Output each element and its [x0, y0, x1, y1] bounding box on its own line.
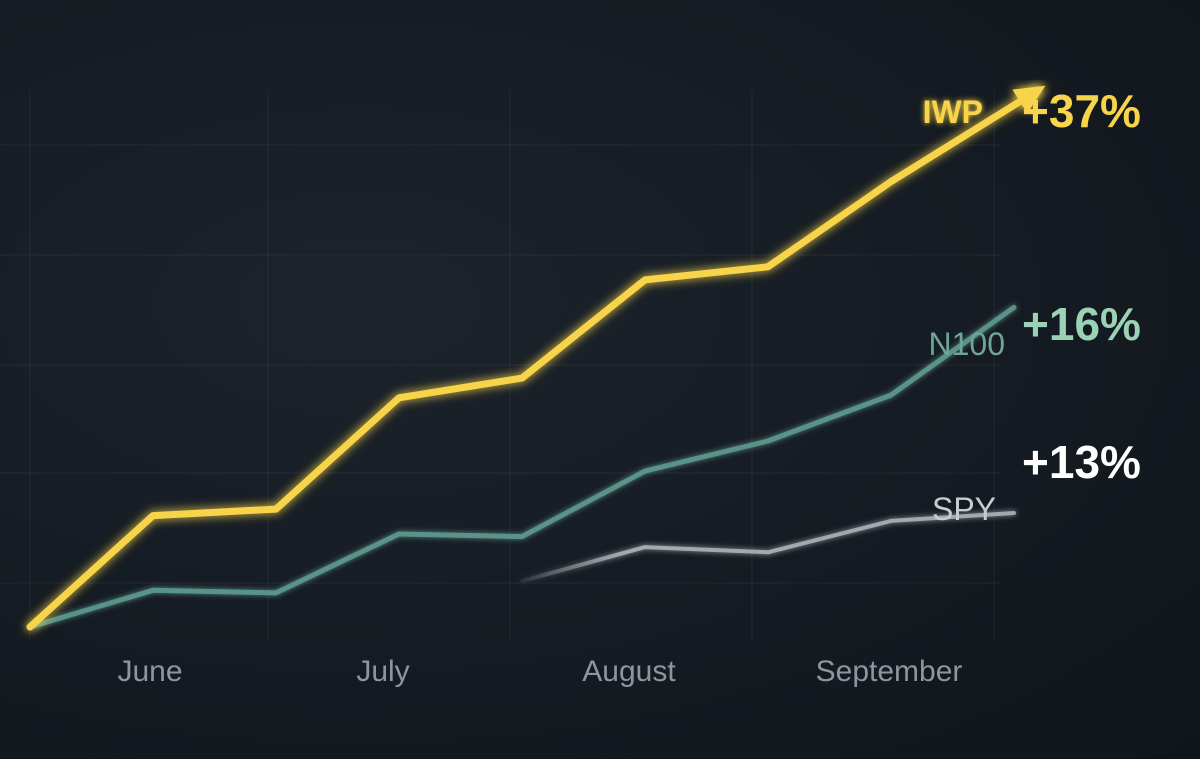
data-point-iwp — [153, 515, 154, 516]
data-point-iwp — [276, 509, 277, 510]
data-point-spy — [522, 581, 523, 582]
grid — [0, 90, 1000, 640]
data-point-spy — [891, 520, 892, 521]
end-label-spy: +13% — [1022, 436, 1141, 488]
data-point-n100 — [276, 592, 277, 593]
series-name-n100: N100 — [929, 326, 1006, 362]
data-point-n100 — [399, 533, 400, 534]
data-point-n100 — [768, 440, 769, 441]
data-point-iwp — [522, 378, 523, 379]
labels: June July August September IWP +37% N100 +16% SP… — [117, 85, 1140, 688]
data-point-iwp — [891, 181, 892, 182]
data-point-spy — [768, 552, 769, 553]
data-point-iwp — [399, 397, 400, 398]
series-line-n100 — [27, 304, 1017, 630]
data-point-n100 — [153, 590, 154, 591]
series-name-spy: SPY — [932, 491, 996, 527]
x-tick-label: July — [356, 655, 409, 688]
series-line-spy — [520, 511, 1016, 584]
end-label-n100: +16% — [1022, 298, 1141, 350]
data-point-iwp — [30, 627, 31, 628]
series-line-iwp — [26, 86, 1043, 631]
data-point-iwp — [768, 266, 769, 267]
arrow-head-icon — [1012, 85, 1046, 114]
data-point-n100 — [1014, 307, 1015, 308]
data-point-n100 — [645, 471, 646, 472]
data-point-n100 — [522, 536, 523, 537]
x-tick-label: June — [117, 655, 182, 688]
data-point-iwp — [645, 279, 646, 280]
data-point-spy — [645, 547, 646, 548]
data-point-n100 — [891, 395, 892, 396]
series-lines — [26, 85, 1046, 631]
series-name-iwp: IWP — [923, 94, 983, 130]
data-point-spy — [1014, 513, 1015, 514]
x-tick-label: September — [816, 655, 963, 688]
x-tick-label: August — [582, 655, 676, 688]
end-label-iwp: +37% — [1022, 85, 1141, 137]
